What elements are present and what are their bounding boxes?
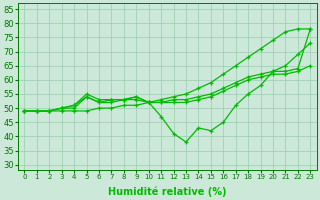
X-axis label: Humidité relative (%): Humidité relative (%) [108, 186, 227, 197]
